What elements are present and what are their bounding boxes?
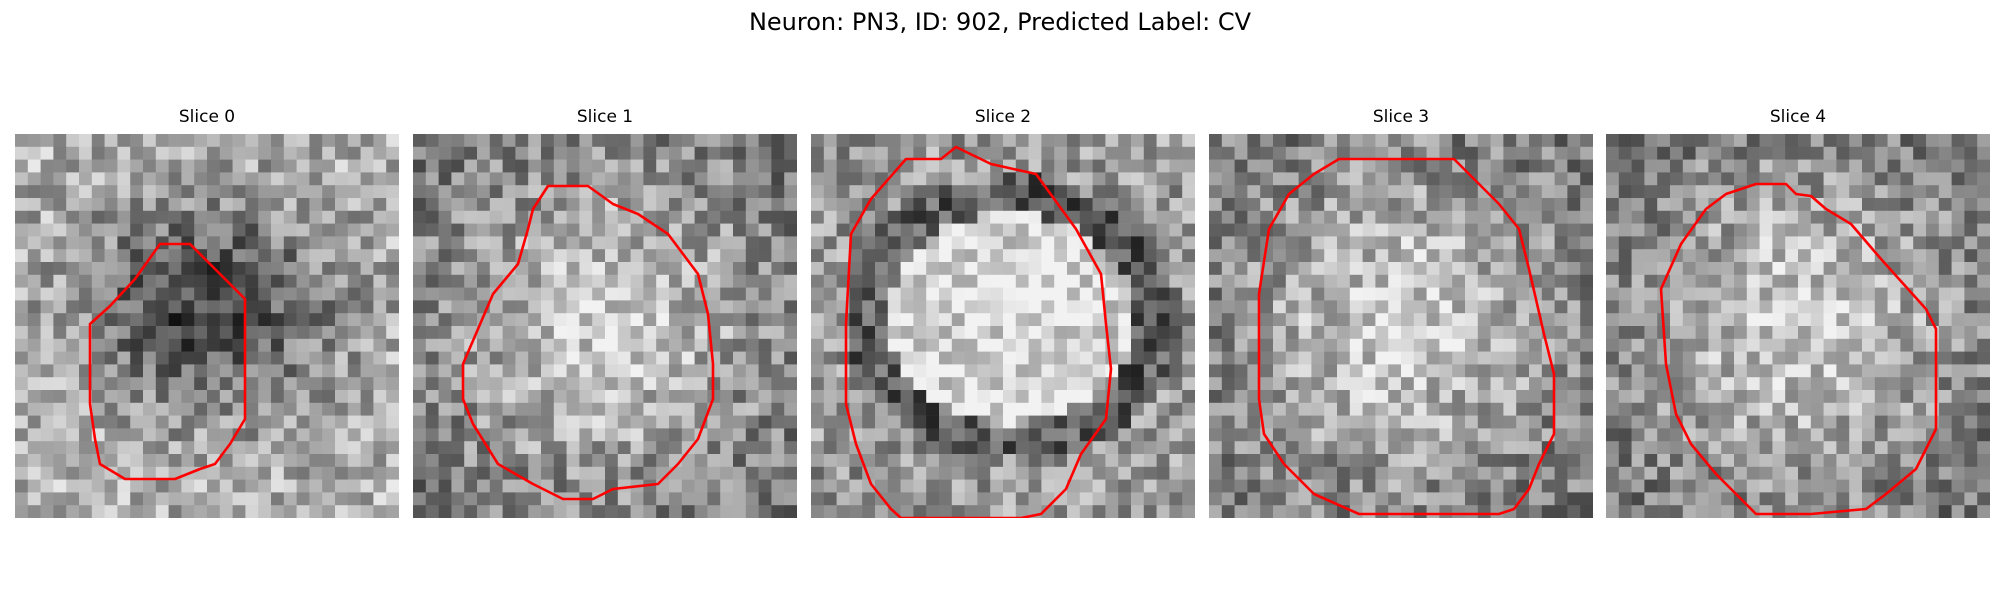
slice-image-1 [413, 134, 797, 518]
pixel-grid [413, 134, 797, 518]
slice-title-2: Slice 2 [811, 106, 1195, 128]
slice-image-3 [1209, 134, 1593, 518]
pixel-grid [811, 134, 1195, 518]
figure-title: Neuron: PN3, ID: 902, Predicted Label: C… [0, 6, 2000, 38]
slice-title-4: Slice 4 [1606, 106, 1990, 128]
pixel-grid [15, 134, 399, 518]
pixel-grid [1209, 134, 1593, 518]
slice-title-0: Slice 0 [15, 106, 399, 128]
slice-image-0 [15, 134, 399, 518]
slice-image-2 [811, 134, 1195, 518]
slice-image-4 [1606, 134, 1990, 518]
slice-title-3: Slice 3 [1209, 106, 1593, 128]
slice-title-1: Slice 1 [413, 106, 797, 128]
